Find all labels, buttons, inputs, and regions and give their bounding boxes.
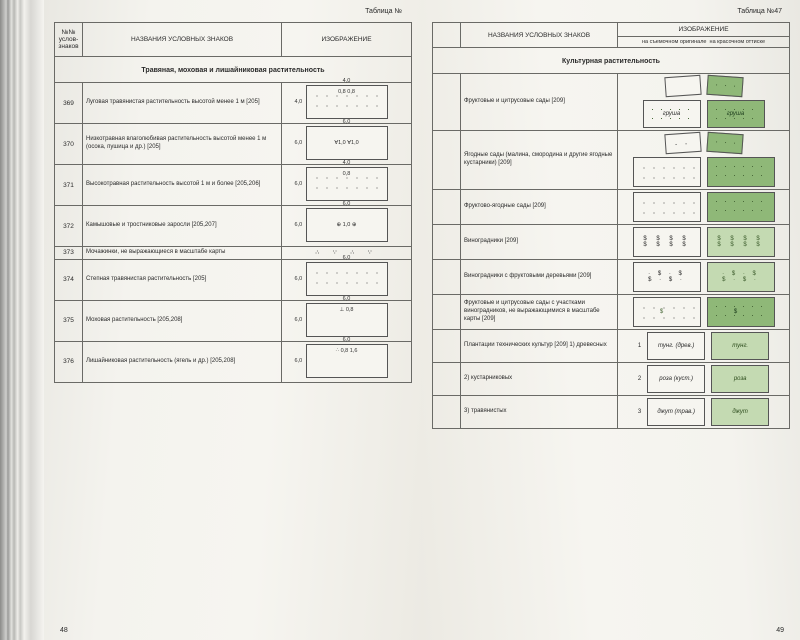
left-page: Таблица № №№ услов- знаков НАЗВАНИЯ УСЛО… <box>44 0 422 640</box>
table-row: Виноградники с фруктовыми деревьями [209… <box>433 260 790 295</box>
table-row: Ягодные сады (малина, смородина и другие… <box>433 131 790 190</box>
table-number-left: Таблица № <box>365 8 402 15</box>
symbol-swatch: $ $ $ $$ $ $ $ <box>707 227 775 257</box>
symbol-swatch <box>706 132 743 154</box>
section-title: Культурная растительность <box>433 48 790 74</box>
header-row: НАЗВАНИЯ УСЛОВНЫХ ЗНАКОВ ИЗОБРАЖЕНИЕ <box>433 23 790 37</box>
col-img: ИЗОБРАЖЕНИЕ <box>282 23 412 57</box>
table-row: 369 Луговая травянистая растительность в… <box>55 83 412 124</box>
symbol-swatch <box>707 157 775 187</box>
header-row: №№ услов- знаков НАЗВАНИЯ УСЛОВНЫХ ЗНАКО… <box>55 23 412 57</box>
right-page: Таблица №47 НАЗВАНИЯ УСЛОВНЫХ ЗНАКОВ ИЗО… <box>422 0 800 640</box>
col-name: НАЗВАНИЯ УСЛОВНЫХ ЗНАКОВ <box>83 23 282 57</box>
table-row: 372 Камышовые и тростниковые заросли [20… <box>55 206 412 247</box>
table-row: Виноградники [209] $ $ $ $$ $ $ $$ $ $ $… <box>433 225 790 260</box>
symbol-swatch: $ $ $ $$ $ $ $ <box>633 227 701 257</box>
col-img: ИЗОБРАЖЕНИЕ <box>618 23 790 37</box>
symbol-swatch: тунг. (древ.) <box>647 332 705 360</box>
table-row: 2) кустарниковых 2роза (куст.)роза <box>433 363 790 396</box>
page-number: 48 <box>60 627 68 634</box>
symbol-swatch: · $ · $$ · $ · <box>707 262 775 292</box>
table-row: Плантации технических культур [209] 1) д… <box>433 330 790 363</box>
symbol-swatch: $ <box>633 297 701 327</box>
col-name: НАЗВАНИЯ УСЛОВНЫХ ЗНАКОВ <box>461 23 618 48</box>
symbol-swatch: тунг. <box>711 332 769 360</box>
table-row: Фруктовые и цитрусовые сады [209] грушаг… <box>433 74 790 131</box>
col-num <box>433 23 461 48</box>
symbol-swatch <box>664 132 701 154</box>
symbol-swatch: 4,06,00,8 <box>306 167 388 201</box>
symbol-swatch: $ <box>707 297 775 327</box>
symbol-swatch: 6,06,0∴ 0,8 1,6 <box>306 344 388 378</box>
symbol-swatch <box>706 75 743 97</box>
col-num: №№ услов- знаков <box>55 23 83 57</box>
symbol-swatch <box>633 192 701 222</box>
symbol-swatch <box>707 192 775 222</box>
symbol-swatch: 6,06,0⊥ 0,8 <box>306 303 388 337</box>
table-row: 370 Низкотравная влаголюбивая растительн… <box>55 124 412 165</box>
right-table: НАЗВАНИЯ УСЛОВНЫХ ЗНАКОВ ИЗОБРАЖЕНИЕ на … <box>432 22 790 429</box>
symbol-swatch: роза (куст.) <box>647 365 705 393</box>
table-row: 374 Степная травянистая растительность [… <box>55 259 412 300</box>
section-title: Травяная, моховая и лишайниковая растите… <box>55 57 412 83</box>
table-row: 3) травянистых 3джут (трав.)джут <box>433 396 790 429</box>
symbol-swatch: 6,06,0⊕ 1,0 ⊕ <box>306 208 388 242</box>
table-row: 371 Высокотравная растительность высотой… <box>55 165 412 206</box>
symbol-swatch: роза <box>711 365 769 393</box>
symbol-swatch: · $ · $$ · $ · <box>633 262 701 292</box>
left-table: №№ услов- знаков НАЗВАНИЯ УСЛОВНЫХ ЗНАКО… <box>54 22 412 383</box>
symbol-swatch <box>664 75 701 97</box>
table-row: Фруктово-ягодные сады [209] <box>433 190 790 225</box>
symbol-swatch: 4,04,00,8 0,8 <box>306 85 388 119</box>
symbol-swatch: джут (трав.) <box>647 398 705 426</box>
symbol-swatch: груша <box>707 100 765 128</box>
table-row: Фруктовые и цитрусовые сады с участками … <box>433 295 790 330</box>
symbol-swatch: 6,06,0∀1,0 ∀1,0 <box>306 126 388 160</box>
table-row: 376 Лишайниковая растительность (ягель и… <box>55 341 412 382</box>
symbol-swatch: 6,06,0 <box>306 262 388 296</box>
page-number: 49 <box>776 627 784 634</box>
symbol-swatch <box>633 157 701 187</box>
table-row: 375 Моховая растительность [205,208] 6,0… <box>55 300 412 341</box>
symbol-swatch: груша <box>643 100 701 128</box>
table-row: 373 Мочажинки, не выражающиеся в масштаб… <box>55 247 412 260</box>
symbol-swatch: джут <box>711 398 769 426</box>
table-number-right: Таблица №47 <box>737 8 782 15</box>
book-spine <box>0 0 44 640</box>
